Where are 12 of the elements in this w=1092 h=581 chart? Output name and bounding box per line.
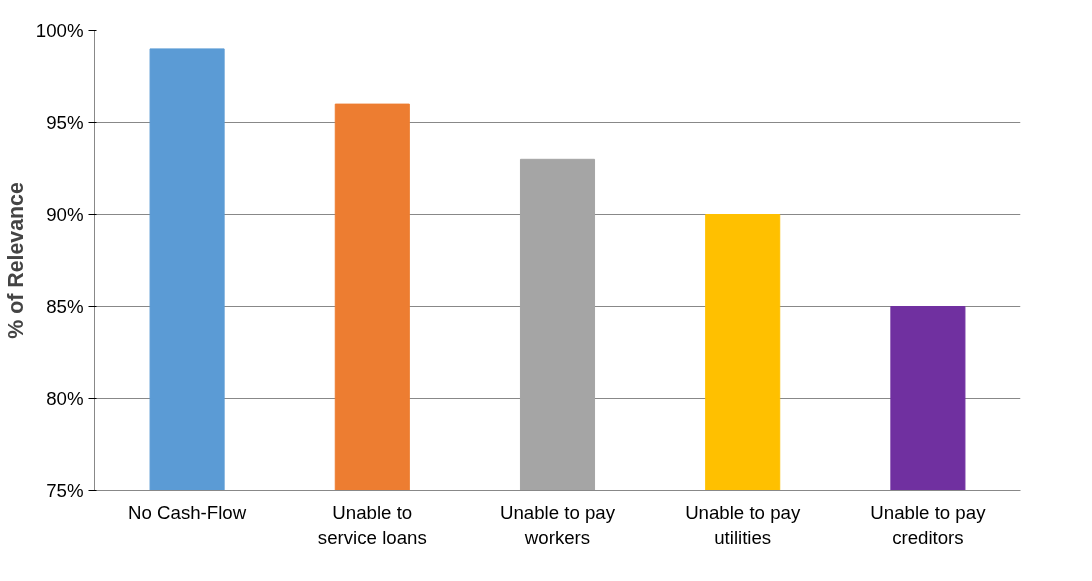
y-axis-title: % of Relevance	[3, 182, 28, 339]
x-tick-label: No Cash-Flow	[128, 501, 247, 523]
y-tick-label: 85%	[46, 296, 84, 317]
y-tick-label: 75%	[46, 480, 84, 501]
y-tick-label: 90%	[46, 204, 84, 225]
x-tick-label: Unable to pay workers	[499, 501, 616, 548]
x-tick-label: Unable to pay creditors	[870, 501, 987, 548]
y-tick-label: 95%	[46, 112, 84, 133]
x-tick-label: Unable to pay utilities	[685, 501, 801, 548]
y-tick-label: 100%	[35, 20, 84, 41]
x-tick-label: Unable to service loans	[317, 501, 427, 548]
y-tick-label: 80%	[46, 388, 84, 409]
